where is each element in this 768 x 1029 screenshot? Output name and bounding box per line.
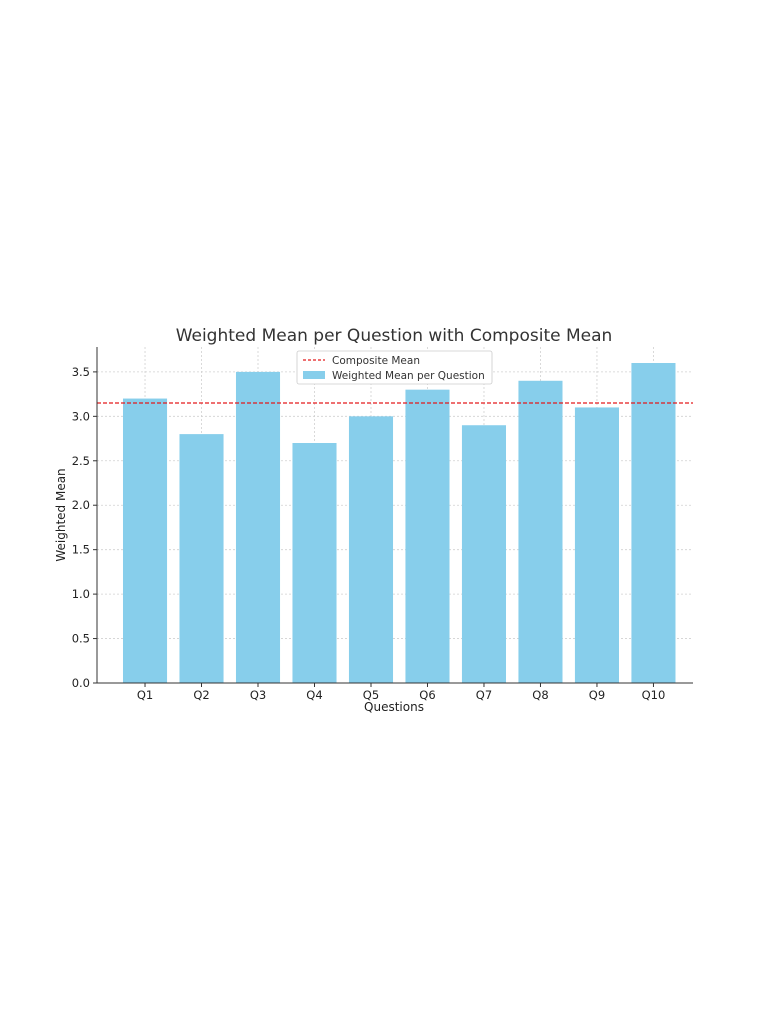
bar-q9 — [574, 407, 619, 683]
axes — [93, 347, 693, 687]
bar-q7 — [461, 425, 507, 683]
x-tick-label: Q9 — [589, 688, 605, 702]
legend-box — [296, 350, 493, 385]
legend: Composite Mean Weighted Mean per Questio… — [296, 350, 493, 385]
x-tick-label: Q5 — [363, 688, 379, 702]
bar-q4 — [292, 443, 337, 683]
bar-q6 — [405, 389, 450, 683]
bars — [122, 363, 676, 683]
x-axis-label: Questions — [364, 700, 424, 714]
legend-weighted-mean-label: Weighted Mean per Question — [332, 370, 485, 382]
y-axis-label: Weighted Mean — [54, 468, 68, 561]
y-tick-label: 2.5 — [72, 454, 90, 468]
y-tick-label: 0.0 — [72, 676, 90, 690]
bar-q5 — [348, 416, 394, 683]
y-tick-label: 1.0 — [72, 587, 90, 601]
y-tick-label: 1.5 — [72, 543, 90, 557]
x-tick-label: Q10 — [642, 688, 666, 702]
legend-composite-mean-label: Composite Mean — [332, 355, 420, 367]
bar-q8 — [518, 380, 563, 683]
legend-weighted-mean-swatch — [303, 371, 325, 379]
y-tick-label: 3.0 — [72, 409, 90, 423]
y-tick-label: 3.5 — [72, 365, 90, 379]
x-tick-label: Q4 — [306, 688, 322, 702]
x-tick-label: Q7 — [476, 688, 492, 702]
chart-title: Weighted Mean per Question with Composit… — [176, 326, 613, 346]
bar-q10 — [631, 363, 676, 683]
bar-q2 — [179, 434, 224, 683]
tick-labels: 0.0 0.5 1.0 1.5 2.0 2.5 3.0 3.5 Q1 Q2 Q3 Q4 Q5 Q6 Q7 Q8… — [72, 365, 666, 702]
bar-q3 — [235, 371, 281, 683]
x-tick-label: Q3 — [250, 688, 266, 702]
bar-q1 — [122, 398, 168, 683]
y-tick-label: 0.5 — [72, 632, 90, 646]
y-tick-label: 2.0 — [72, 498, 90, 512]
x-tick-label: Q8 — [532, 688, 548, 702]
x-tick-label: Q6 — [419, 688, 435, 702]
x-tick-label: Q1 — [137, 688, 153, 702]
x-tick-label: Q2 — [193, 688, 209, 702]
